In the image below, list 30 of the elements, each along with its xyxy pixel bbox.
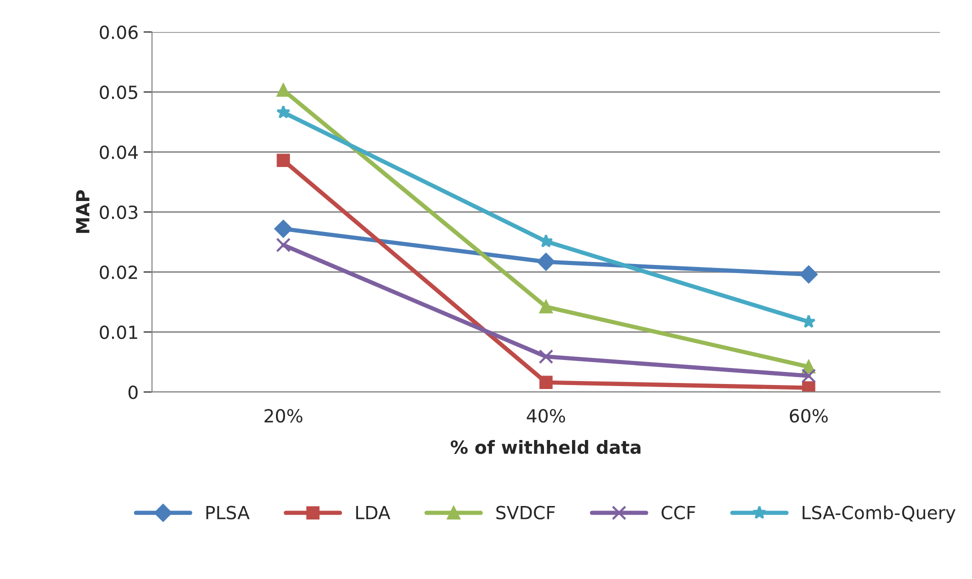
point [276, 154, 290, 167]
y-tick-label: 0.05 [100, 85, 138, 100]
point [274, 220, 292, 238]
point [538, 349, 554, 364]
point [537, 252, 555, 271]
point [802, 381, 816, 392]
point [276, 84, 290, 97]
y-tick-label: 0.06 [100, 25, 138, 40]
point [539, 300, 553, 314]
legend-label: LDA [356, 506, 390, 520]
y-tick-label: 0.03 [100, 205, 138, 220]
legend-label: CCF [662, 506, 696, 520]
x-axis-title: % of withheld data [450, 440, 640, 454]
y-axis-title: MAP [76, 190, 90, 233]
y-tick-label: 0.01 [100, 325, 138, 340]
y-tick-label: 0 [128, 385, 138, 400]
x-tick-label: 40% [526, 408, 566, 423]
legend-label: SVDCF [496, 506, 555, 520]
point [539, 234, 553, 248]
y-tick-label: 0.02 [100, 265, 137, 280]
legend-label: PLSA [206, 506, 250, 520]
legend-label: LSA-Comb-Query [802, 505, 956, 523]
point [276, 238, 291, 252]
point [801, 368, 816, 384]
point [800, 266, 818, 284]
point [539, 376, 553, 389]
point [276, 105, 290, 118]
x-tick-label: 20% [264, 408, 302, 423]
x-tick-label: 60% [790, 408, 828, 423]
y-tick-label: 0.04 [100, 145, 138, 160]
